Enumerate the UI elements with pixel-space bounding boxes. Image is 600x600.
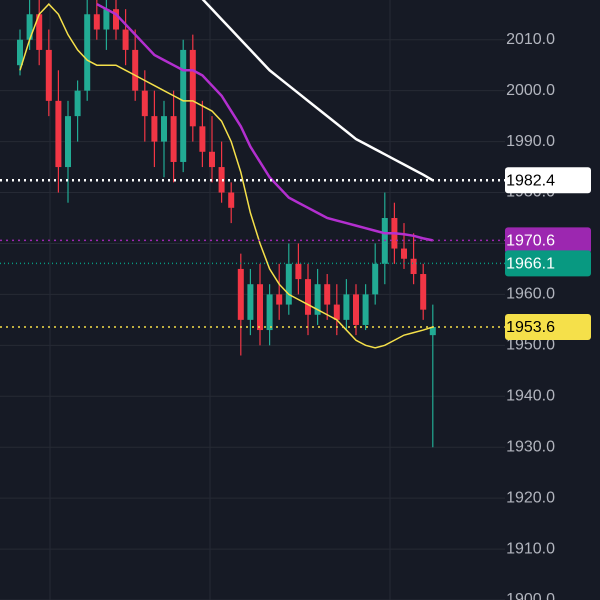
candle-body bbox=[324, 284, 331, 305]
candle-body bbox=[353, 294, 359, 325]
candle-body bbox=[45, 49, 52, 101]
y-tick-label: 1960.0 bbox=[506, 286, 555, 303]
price-label: 1966.1 bbox=[506, 256, 555, 273]
price-label: 1953.6 bbox=[506, 319, 555, 336]
moving-average-line bbox=[96, 2, 434, 242]
candle-body bbox=[333, 304, 340, 320]
candle-body bbox=[189, 49, 196, 127]
y-tick-label: 1900.0 bbox=[506, 591, 555, 600]
candle-body bbox=[103, 9, 110, 30]
candle-body bbox=[180, 49, 187, 162]
candle-body bbox=[65, 116, 71, 168]
price-label-box bbox=[505, 250, 591, 277]
price-label-box bbox=[505, 167, 591, 194]
y-tick-label: 1920.0 bbox=[506, 489, 555, 506]
candle-body bbox=[305, 279, 311, 315]
candle-body bbox=[113, 9, 119, 30]
candle-body bbox=[228, 192, 235, 208]
candle-body bbox=[257, 284, 263, 331]
price-label: 1982.4 bbox=[506, 173, 555, 190]
moving-average-line bbox=[19, 2, 434, 349]
candle-body bbox=[247, 284, 254, 320]
candle-body bbox=[199, 126, 206, 152]
y-tick-label: 1910.0 bbox=[506, 540, 555, 557]
candle-body bbox=[372, 263, 379, 295]
candle-body bbox=[151, 116, 158, 142]
plot-area bbox=[0, 0, 505, 448]
candle-body bbox=[218, 167, 225, 193]
candle-body bbox=[93, 14, 100, 30]
candle-body bbox=[401, 248, 407, 259]
y-axis: 1900.0 1910.0 1920.0 1930.0 1940.0 1950.0 1960… bbox=[505, 31, 591, 600]
y-tick-label: 1950.0 bbox=[506, 337, 555, 354]
candle-body bbox=[285, 263, 292, 305]
candle-body bbox=[343, 294, 350, 320]
candle-body bbox=[410, 258, 417, 275]
y-tick-label: 1930.0 bbox=[506, 438, 555, 455]
grid bbox=[0, 39, 505, 600]
candle-body bbox=[362, 294, 369, 325]
candle-body bbox=[26, 14, 33, 40]
candle-body bbox=[132, 49, 139, 91]
candle-body bbox=[170, 116, 177, 162]
candle-body bbox=[429, 326, 436, 336]
candle-body bbox=[141, 90, 148, 117]
candle-body bbox=[276, 294, 283, 305]
y-tick-label: 1940.0 bbox=[506, 387, 555, 404]
price-label-box bbox=[505, 227, 591, 254]
candle-body bbox=[266, 294, 273, 331]
y-tick-label: 2000.0 bbox=[506, 82, 555, 99]
candle-body bbox=[314, 284, 321, 315]
candle-body bbox=[17, 39, 23, 66]
candle-body bbox=[36, 14, 43, 50]
candle-body bbox=[420, 274, 427, 310]
candle-body bbox=[84, 14, 91, 91]
candle-body bbox=[295, 263, 302, 280]
price-label-box bbox=[505, 313, 591, 340]
candle-body bbox=[209, 151, 215, 168]
moving-average-line bbox=[201, 0, 434, 182]
candle-body bbox=[237, 268, 244, 320]
y-tick-label: 1990.0 bbox=[506, 133, 555, 150]
y-tick-label: 2010.0 bbox=[506, 31, 555, 48]
candle-body bbox=[122, 29, 129, 50]
candle-body bbox=[161, 116, 167, 142]
candle-body bbox=[55, 100, 62, 168]
price-label: 1970.6 bbox=[506, 233, 555, 250]
candle-body bbox=[74, 90, 81, 117]
